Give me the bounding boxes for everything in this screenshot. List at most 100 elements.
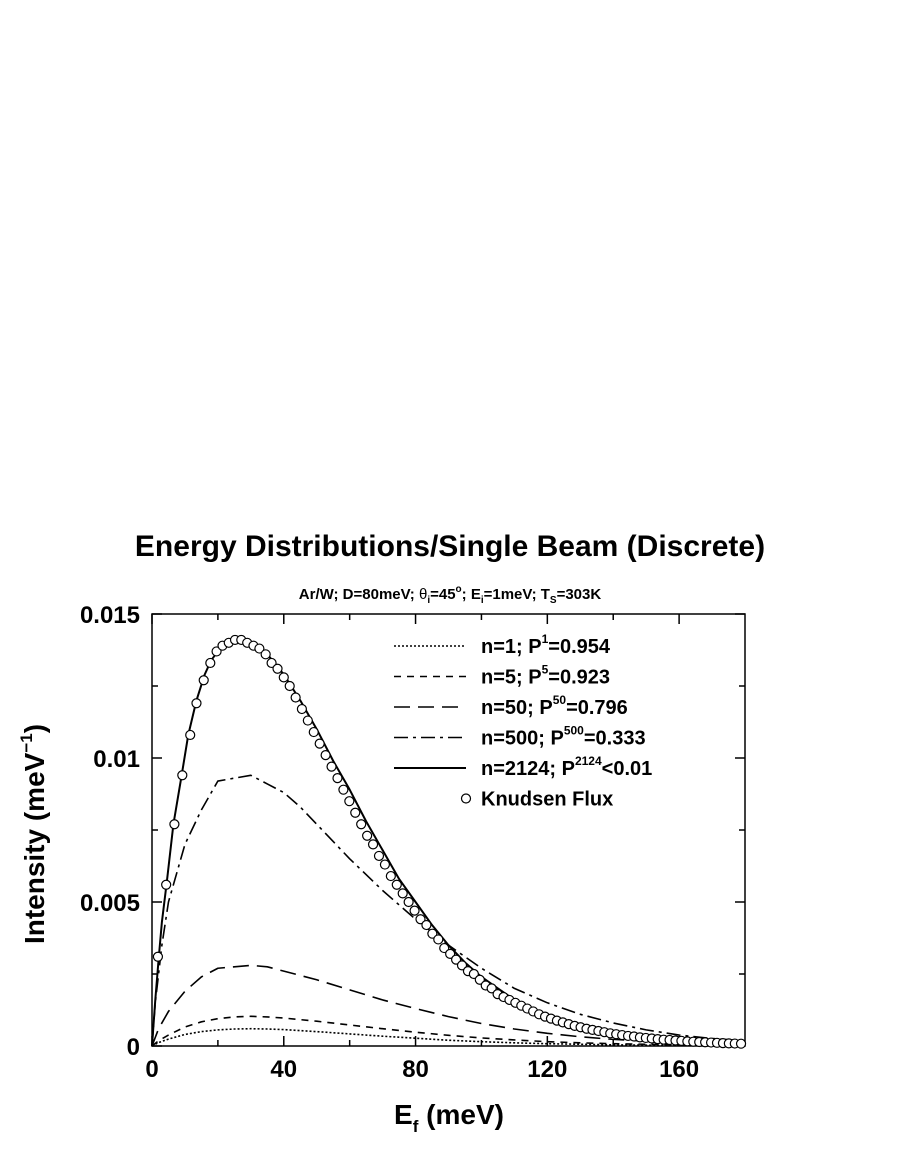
legend-entry-value: =0.923 <box>548 667 610 689</box>
knudsen-marker <box>191 698 202 709</box>
knudsen-marker <box>284 680 295 692</box>
x-tick-label: 40 <box>270 1056 297 1083</box>
x-tick-labels: 0 40 80 120 160 <box>145 1056 699 1083</box>
chart-title: Energy Distributions/Single Beam (Discre… <box>135 530 765 563</box>
chart-subtitle: Ar/W; D=80meV; θi=45o; Ei=1meV; TS=303K <box>299 584 602 606</box>
x-axis-label-rest: (meV) <box>418 1099 504 1130</box>
y-tick-label: 0.015 <box>80 602 140 629</box>
legend-entry-text: n=500; P <box>481 728 564 750</box>
knudsen-marker <box>152 951 164 962</box>
knudsen-marker <box>397 888 408 899</box>
knudsen-marker <box>385 870 396 882</box>
knudsen-marker <box>308 726 319 738</box>
knudsen-marker <box>205 657 216 669</box>
knudsen-marker <box>344 796 355 807</box>
plot-frame <box>151 613 746 1047</box>
legend-entry-sup: 50 <box>553 693 567 707</box>
knudsen-marker <box>177 770 188 781</box>
knudsen-marker <box>326 761 337 772</box>
legend-entry-text: n=50; P <box>481 697 553 719</box>
y-axis-label: Intensity (meV−1) <box>17 724 50 944</box>
knudsen-marker <box>403 896 414 908</box>
knudsen-marker <box>302 715 313 726</box>
knudsen-marker <box>260 649 271 660</box>
legend-entry-text: n=1; P <box>481 636 542 658</box>
series-line-n-1 <box>151 1027 746 1047</box>
subtitle-e-value: =1meV; T <box>484 586 550 603</box>
knudsen-markers <box>152 634 747 1049</box>
knudsen-marker <box>391 879 402 890</box>
legend-entry: n=1; P1=0.954 <box>481 632 611 658</box>
legend-entry-sup: 500 <box>564 724 584 738</box>
x-tick-label: 120 <box>527 1056 567 1083</box>
knudsen-marker <box>169 819 180 830</box>
y-tick-label: 0.005 <box>80 890 140 917</box>
legend-entry: n=500; P500=0.333 <box>481 724 646 750</box>
knudsen-marker <box>278 672 289 683</box>
knudsen-marker <box>421 919 432 931</box>
legend-entry-sup: 2124 <box>575 754 602 768</box>
legend-entry-text: n=2124; P <box>481 758 575 780</box>
knudsen-marker <box>314 738 325 749</box>
y-tick-label: 0.01 <box>93 746 140 773</box>
knudsen-marker <box>735 1038 747 1049</box>
subtitle-theta-value: =45 <box>430 586 455 603</box>
legend-marker-sample <box>460 793 472 804</box>
x-tick-label: 80 <box>402 1056 429 1083</box>
legend-entry-sup: 5 <box>542 663 549 677</box>
legend-entry-text: Knudsen Flux <box>481 789 613 811</box>
series-line-n-2124 <box>151 638 746 1047</box>
y-axis-label-close: ) <box>19 724 50 733</box>
legend-entry-sup: 1 <box>542 632 549 646</box>
legend-entry: n=2124; P2124<0.01 <box>481 754 652 780</box>
legend-entry-value: =0.333 <box>584 728 646 750</box>
knudsen-marker <box>161 879 172 890</box>
subtitle-theta-symbol: θ <box>419 586 427 603</box>
y-tick-labels: 0 0.005 0.01 0.015 <box>80 602 140 1061</box>
knudsen-marker <box>332 773 343 784</box>
subtitle-t-sub: S <box>550 595 557 606</box>
subtitle-sep: ; E <box>462 586 481 603</box>
series-line-n-5 <box>151 1015 746 1047</box>
knudsen-marker <box>290 692 301 703</box>
x-axis-label-sub: f <box>413 1117 419 1136</box>
knudsen-marker <box>350 807 361 818</box>
knudsen-marker <box>356 819 367 830</box>
x-axis-label: Ef (meV) <box>394 1099 504 1136</box>
axis-ticks <box>151 613 745 1047</box>
legend-entry: n=50; P50=0.796 <box>481 693 628 719</box>
knudsen-marker <box>254 643 265 654</box>
knudsen-marker <box>296 703 307 715</box>
x-axis-label-main: E <box>394 1099 413 1130</box>
legend-entry-value: <0.01 <box>602 758 653 780</box>
legend-entry: Knudsen Flux <box>481 789 613 811</box>
subtitle-e-sub: i <box>481 595 484 606</box>
knudsen-marker <box>409 905 420 916</box>
knudsen-marker <box>185 729 196 741</box>
y-axis-label-main: Intensity (meV <box>19 752 50 944</box>
knudsen-marker <box>338 784 349 795</box>
knudsen-marker <box>373 850 385 862</box>
subtitle-theta-sub: i <box>427 595 430 606</box>
legend-entry: n=5; P5=0.923 <box>481 663 610 689</box>
series-line-n-500 <box>151 774 746 1047</box>
subtitle-t-value: =303K <box>557 586 602 603</box>
x-tick-label: 160 <box>659 1056 699 1083</box>
knudsen-marker <box>433 934 444 945</box>
subtitle-system: Ar/W; D=80meV; <box>299 586 419 603</box>
legend-entry-text: n=5; P <box>481 667 542 689</box>
knudsen-marker <box>379 859 391 870</box>
y-tick-label: 0 <box>127 1034 140 1061</box>
legend-entry-value: =0.796 <box>566 697 628 719</box>
legend-entry-value: =0.954 <box>548 636 611 658</box>
knudsen-marker <box>362 830 373 841</box>
series-line-n-50 <box>151 964 746 1047</box>
subtitle-theta-sup: o <box>456 584 462 595</box>
x-tick-label: 0 <box>145 1056 158 1083</box>
knudsen-marker <box>198 675 209 686</box>
legend: n=1; P1=0.954 n=5; P5=0.923 n=50; P50=0.79… <box>394 632 652 811</box>
series-layer <box>151 638 746 1047</box>
knudsen-marker <box>320 750 331 761</box>
y-axis-label-sup: −1 <box>17 733 36 752</box>
